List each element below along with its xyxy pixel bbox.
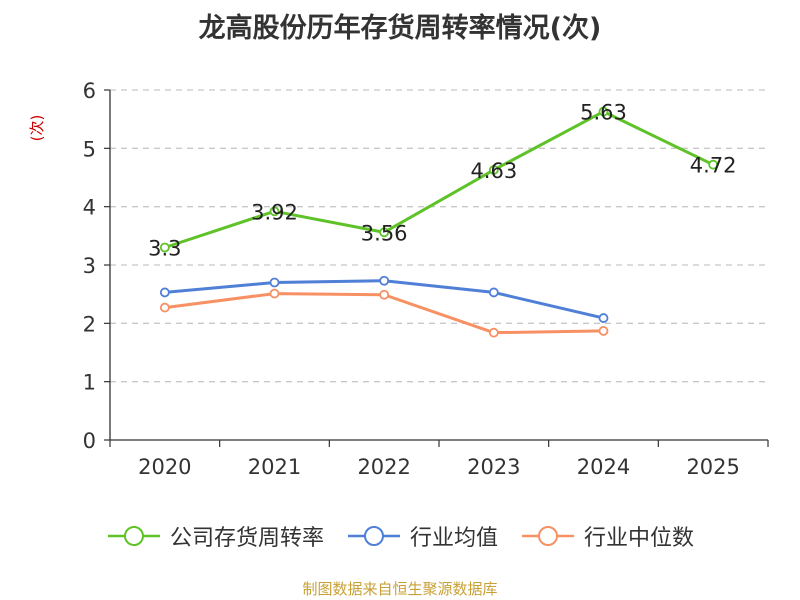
- y-tick-label: 3: [83, 254, 96, 278]
- data-label: 4.72: [690, 154, 737, 178]
- legend-item-industry-median[interactable]: 行业中位数: [520, 520, 694, 552]
- data-point[interactable]: [708, 159, 719, 170]
- data-point[interactable]: [488, 327, 499, 338]
- data-point[interactable]: [159, 302, 170, 313]
- y-tick-label: 0: [83, 429, 96, 453]
- data-point[interactable]: [488, 165, 499, 175]
- x-tick-label: 2025: [686, 455, 739, 479]
- data-point[interactable]: [269, 288, 280, 299]
- data-point[interactable]: [598, 313, 609, 323]
- data-label: 5.63: [580, 101, 627, 125]
- data-point[interactable]: [379, 275, 390, 286]
- data-label: 4.63: [470, 159, 517, 183]
- y-tick-label: 2: [83, 312, 96, 336]
- y-tick-label: 6: [83, 79, 96, 103]
- series-layer: [159, 106, 719, 338]
- legend-item-industry-mean[interactable]: 行业均值: [346, 520, 498, 552]
- y-tick-label: 4: [83, 196, 96, 220]
- data-point[interactable]: [269, 206, 280, 217]
- legend: 公司存货周转率 行业均值 行业中位数: [0, 520, 800, 552]
- chart-title: 龙高股份历年存货周转率情况(次): [198, 13, 602, 44]
- y-axis-label: (次): [28, 115, 46, 142]
- x-tick-label: 2024: [577, 455, 630, 479]
- legend-label-industry-mean: 行业均值: [409, 526, 498, 551]
- legend-swatch-industry-median: [522, 526, 574, 546]
- x-tick-label: 2020: [138, 455, 191, 479]
- data-point[interactable]: [598, 106, 609, 117]
- data-point[interactable]: [379, 227, 390, 238]
- data-point[interactable]: [159, 287, 170, 298]
- data-label: 3.56: [361, 221, 408, 245]
- data-point[interactable]: [598, 326, 609, 336]
- series-line-0: [164, 110, 714, 249]
- legend-swatch-industry-mean: [347, 526, 400, 546]
- x-tick-label: 2021: [248, 455, 301, 479]
- data-point[interactable]: [269, 277, 280, 288]
- data-point[interactable]: [159, 242, 170, 253]
- y-tick-label: 1: [83, 371, 96, 395]
- data-label: 3.3: [148, 237, 181, 261]
- axis-layer: 0 1 2 3 4 5 6 2020 2021 2022 2023 2024 2025: [83, 79, 769, 479]
- legend-item-company[interactable]: 公司存货周转率: [106, 520, 324, 552]
- legend-label-industry-median: 行业中位数: [584, 526, 695, 551]
- x-tick-label: 2023: [467, 455, 520, 479]
- source-note: 制图数据来自恒生聚源数据库: [302, 580, 498, 598]
- grid-layer: [110, 89, 768, 383]
- data-point[interactable]: [488, 287, 499, 298]
- label-layer: 3.3 3.92 3.56 4.63 5.63 4.72: [148, 101, 736, 261]
- legend-swatch-company: [107, 526, 160, 546]
- x-tick-label: 2022: [357, 455, 410, 479]
- data-label: 3.92: [251, 200, 298, 224]
- data-point[interactable]: [379, 289, 390, 300]
- y-tick-label: 5: [83, 137, 96, 161]
- legend-label-company: 公司存货周转率: [169, 526, 324, 551]
